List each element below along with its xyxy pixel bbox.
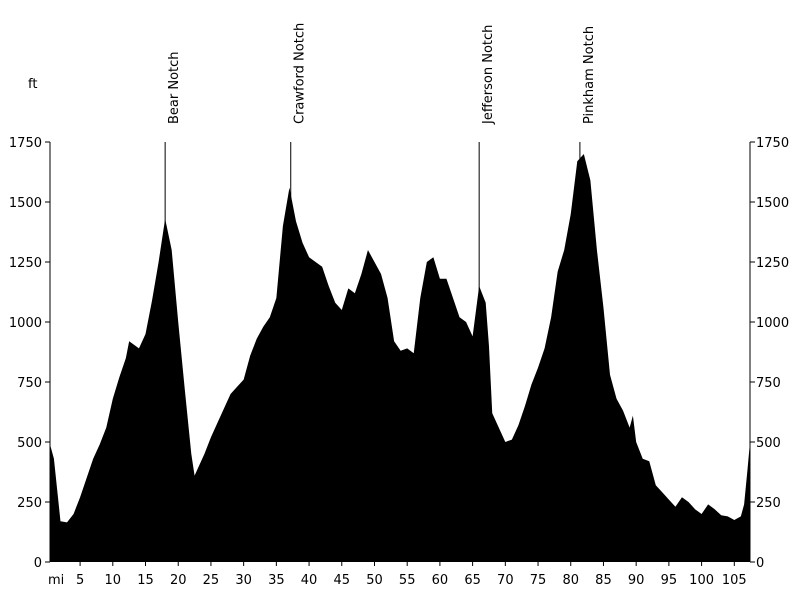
y2-tick-label: 1000 xyxy=(756,316,789,331)
x-tick-label: 25 xyxy=(203,573,220,588)
x-tick-label: 100 xyxy=(689,573,714,588)
elevation-area xyxy=(50,154,750,562)
x-tick-label: 10 xyxy=(105,573,122,588)
x-tick-label: 95 xyxy=(661,573,678,588)
x-axis-label: mi xyxy=(48,573,64,588)
x-tick-label: 40 xyxy=(301,573,318,588)
x-tick-label: 75 xyxy=(530,573,547,588)
x-tick-label: 80 xyxy=(562,573,579,588)
x-tick-label: 20 xyxy=(170,573,187,588)
x-tick-label: 90 xyxy=(628,573,645,588)
y2-tick-label: 1250 xyxy=(756,256,789,271)
x-tick-label: 45 xyxy=(334,573,351,588)
x-tick-label: 50 xyxy=(366,573,383,588)
x-tick-label: 5 xyxy=(76,573,84,588)
x-tick-label: 65 xyxy=(464,573,481,588)
x-tick-label: 60 xyxy=(432,573,449,588)
y-axis-label: ft xyxy=(28,77,37,92)
y2-tick-label: 1750 xyxy=(756,136,789,151)
y2-tick-label: 250 xyxy=(756,496,781,511)
x-tick-label: 30 xyxy=(235,573,252,588)
y-tick-label: 0 xyxy=(34,556,42,571)
y2-tick-label: 0 xyxy=(756,556,764,571)
y-tick-label: 1250 xyxy=(9,256,42,271)
y-tick-label: 1500 xyxy=(9,196,42,211)
y-tick-label: 1750 xyxy=(9,136,42,151)
annotation-label: Pinkham Notch xyxy=(582,26,597,124)
x-tick-label: 35 xyxy=(268,573,285,588)
annotation-label: Bear Notch xyxy=(167,51,182,124)
x-tick-label: 85 xyxy=(595,573,612,588)
y2-tick-label: 500 xyxy=(756,436,781,451)
x-tick-label: 15 xyxy=(137,573,154,588)
y-tick-label: 750 xyxy=(17,376,42,391)
y2-tick-label: 750 xyxy=(756,376,781,391)
x-tick-label: 55 xyxy=(399,573,416,588)
y-tick-label: 500 xyxy=(17,436,42,451)
y2-tick-label: 1500 xyxy=(756,196,789,211)
y-tick-label: 1000 xyxy=(9,316,42,331)
annotation-label: Jefferson Notch xyxy=(481,25,496,125)
y-tick-label: 250 xyxy=(17,496,42,511)
x-tick-label: 70 xyxy=(497,573,514,588)
annotation-label: Crawford Notch xyxy=(293,23,308,124)
x-tick-label: 105 xyxy=(722,573,747,588)
